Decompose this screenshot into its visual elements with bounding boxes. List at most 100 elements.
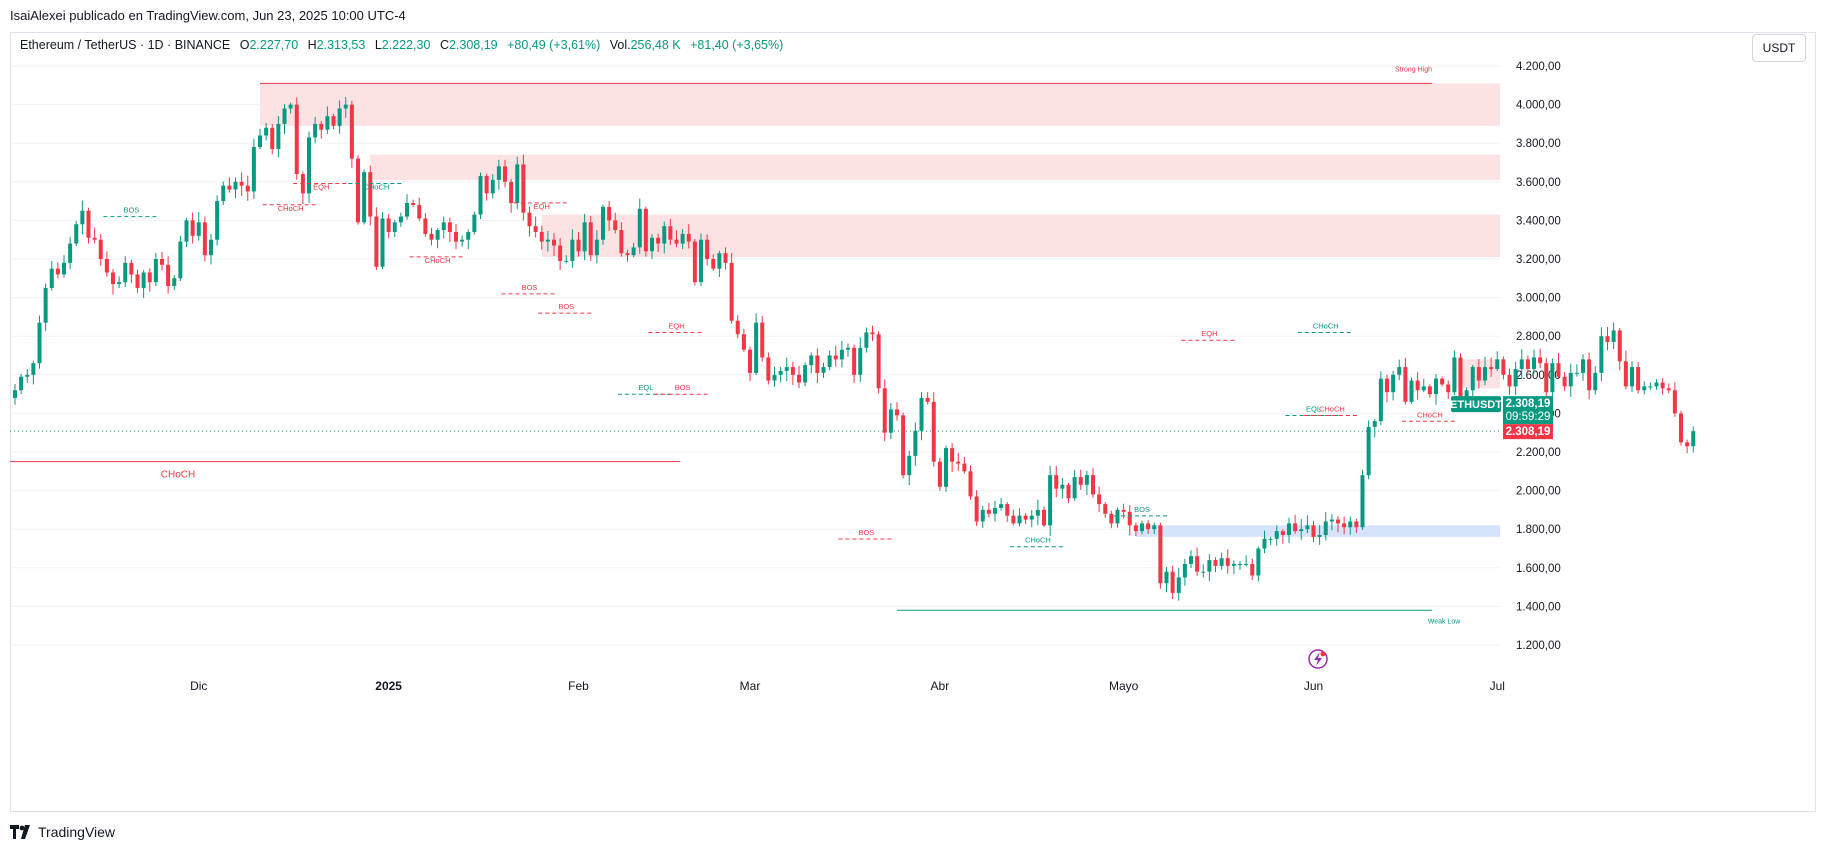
y-tick-label: 4.000,00 [1516, 100, 1561, 112]
candle-body [307, 137, 311, 194]
lightning-icon [1308, 649, 1328, 669]
symbol-tag-text: ETHUSDT [1450, 399, 1502, 411]
candle-body [1023, 515, 1028, 520]
y-tick-label: 3.800,00 [1516, 138, 1561, 150]
currency-button[interactable]: USDT [1752, 34, 1806, 62]
chart-frame [10, 32, 1816, 812]
candle-body [98, 239, 103, 259]
candle-body [852, 347, 857, 375]
candle-body [686, 233, 691, 242]
candle-body [233, 181, 238, 190]
symbol-description[interactable]: Ethereum / TetherUS · 1D · BINANCE [20, 38, 231, 52]
candle-body [925, 397, 930, 402]
candle-body [919, 397, 924, 431]
candle-body [349, 104, 354, 159]
candle-body [325, 116, 330, 130]
candle-body [650, 237, 654, 252]
candle-body [1434, 378, 1438, 395]
candle-body [1158, 525, 1163, 584]
candle-body [1238, 563, 1242, 565]
candle-body [1378, 378, 1383, 422]
candle-body [368, 172, 373, 217]
candle-body [184, 220, 189, 242]
candle-body [1427, 386, 1432, 395]
candle-body [429, 233, 434, 240]
candle-body [913, 430, 918, 456]
candle-body [815, 355, 820, 373]
candle-body [895, 409, 899, 416]
candle-body [37, 322, 42, 364]
candle-body [1354, 521, 1359, 528]
candle-body [1666, 388, 1671, 391]
high-label: H [307, 38, 317, 52]
y-tick-label: 4.200,00 [1516, 61, 1561, 73]
candle-body [1409, 380, 1414, 402]
candle-body [1336, 519, 1340, 524]
candle-body [1323, 521, 1328, 535]
x-tick-label: Mar [740, 679, 761, 693]
candle-body [270, 127, 275, 149]
annotation-bos: BOS [1134, 505, 1150, 514]
zone-supply [260, 83, 1500, 126]
candle-body [245, 185, 250, 192]
candle-body [288, 104, 293, 109]
y-tick-label: 3.600,00 [1516, 177, 1561, 189]
candle-body [1458, 357, 1463, 398]
candle-body [1244, 563, 1249, 565]
candle-body [1440, 378, 1445, 385]
candle-body [1274, 531, 1279, 539]
candle-body [1146, 523, 1151, 530]
candle-body [1348, 521, 1353, 528]
candle-body [43, 287, 48, 323]
candle-body [435, 230, 440, 240]
publication-attribution: IsaiAlexei publicado en TradingView.com,… [10, 8, 406, 23]
candle-body [202, 222, 207, 256]
candle-body [55, 268, 60, 275]
tradingview-footer[interactable]: TradingView [10, 824, 115, 840]
candle-body [31, 363, 36, 375]
candle-body [1391, 374, 1396, 393]
candle-body [484, 176, 489, 194]
candle-body [1195, 556, 1200, 572]
candle-body [490, 179, 495, 194]
candle-body [153, 259, 158, 283]
candle-body [331, 116, 336, 126]
close-value: 2.308,19 [448, 38, 498, 52]
candle-body [1072, 477, 1077, 499]
candle-body [625, 253, 630, 256]
annotation-eql: EQL [1306, 404, 1321, 413]
candle-body [454, 231, 458, 242]
candle-body [1011, 515, 1016, 524]
candle-body [1489, 367, 1494, 370]
candle-body [1660, 382, 1665, 389]
candle-body [993, 507, 997, 514]
open-label: O [239, 38, 250, 52]
candle-body [1470, 367, 1475, 391]
close-label: C [439, 38, 449, 52]
candle-body [441, 222, 446, 231]
candle-body [1648, 386, 1653, 388]
candle-body [741, 334, 746, 350]
candle-body [588, 222, 593, 256]
candle-body [313, 123, 318, 138]
last-price-tag [1503, 424, 1553, 440]
candle-body [111, 272, 115, 285]
annotation-bos: BOS [522, 283, 538, 292]
strong-high-label: Strong High [1395, 66, 1432, 73]
candle-body [117, 282, 122, 285]
y-tick-label: 3.400,00 [1516, 215, 1561, 227]
x-tick-label: Jul [1490, 679, 1505, 693]
candle-body [417, 204, 422, 219]
candle-body [209, 239, 213, 256]
candle-body [1140, 523, 1144, 532]
candle-body [380, 218, 385, 267]
candle-body [1556, 363, 1561, 377]
candle-body [49, 268, 54, 288]
y-tick-label: 2.200,00 [1516, 447, 1561, 459]
candle-body [539, 231, 544, 242]
candle-body [999, 504, 1004, 508]
candle-body [1256, 548, 1261, 576]
candle-body [1127, 511, 1132, 526]
candle-body [135, 274, 140, 288]
